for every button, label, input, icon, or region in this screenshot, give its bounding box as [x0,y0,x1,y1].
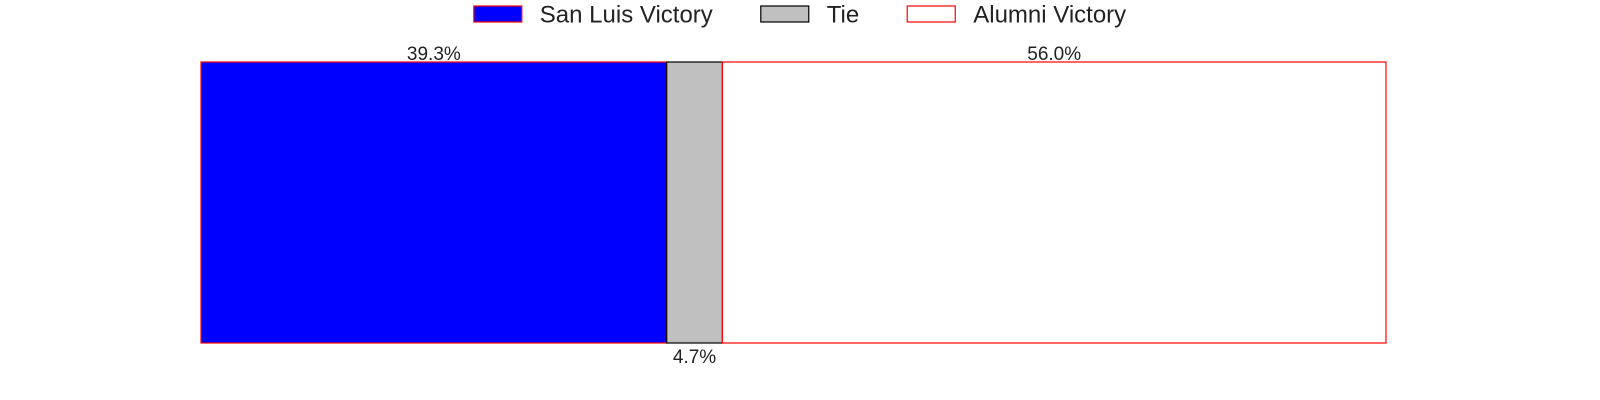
legend-label-tie: Tie [827,1,859,28]
bar-segment-san-luis-victory [200,61,668,344]
legend-label-alumni-victory: Alumni Victory [973,1,1126,28]
bar-segment-tie [666,61,724,344]
legend-item-san-luis-victory: San Luis Victory [473,1,713,28]
bars [200,61,1387,344]
data-label-alumni-victory: 56.0% [1027,44,1081,65]
legend: San Luis Victory Tie Alumni Victory [473,1,1126,28]
legend-swatch-tie [760,5,810,23]
data-label-tie: 4.7% [673,347,716,368]
legend-item-tie: Tie [760,1,859,28]
legend-item-alumni-victory: Alumni Victory [906,1,1126,28]
data-labels: 39.3% 4.7% 56.0% [407,44,1081,368]
legend-swatch-san-luis-victory [473,5,523,23]
bar-segment-alumni-victory [721,61,1387,344]
legend-label-san-luis-victory: San Luis Victory [540,1,713,28]
legend-swatch-alumni-victory [906,5,956,23]
data-label-san-luis-victory: 39.3% [407,44,461,65]
